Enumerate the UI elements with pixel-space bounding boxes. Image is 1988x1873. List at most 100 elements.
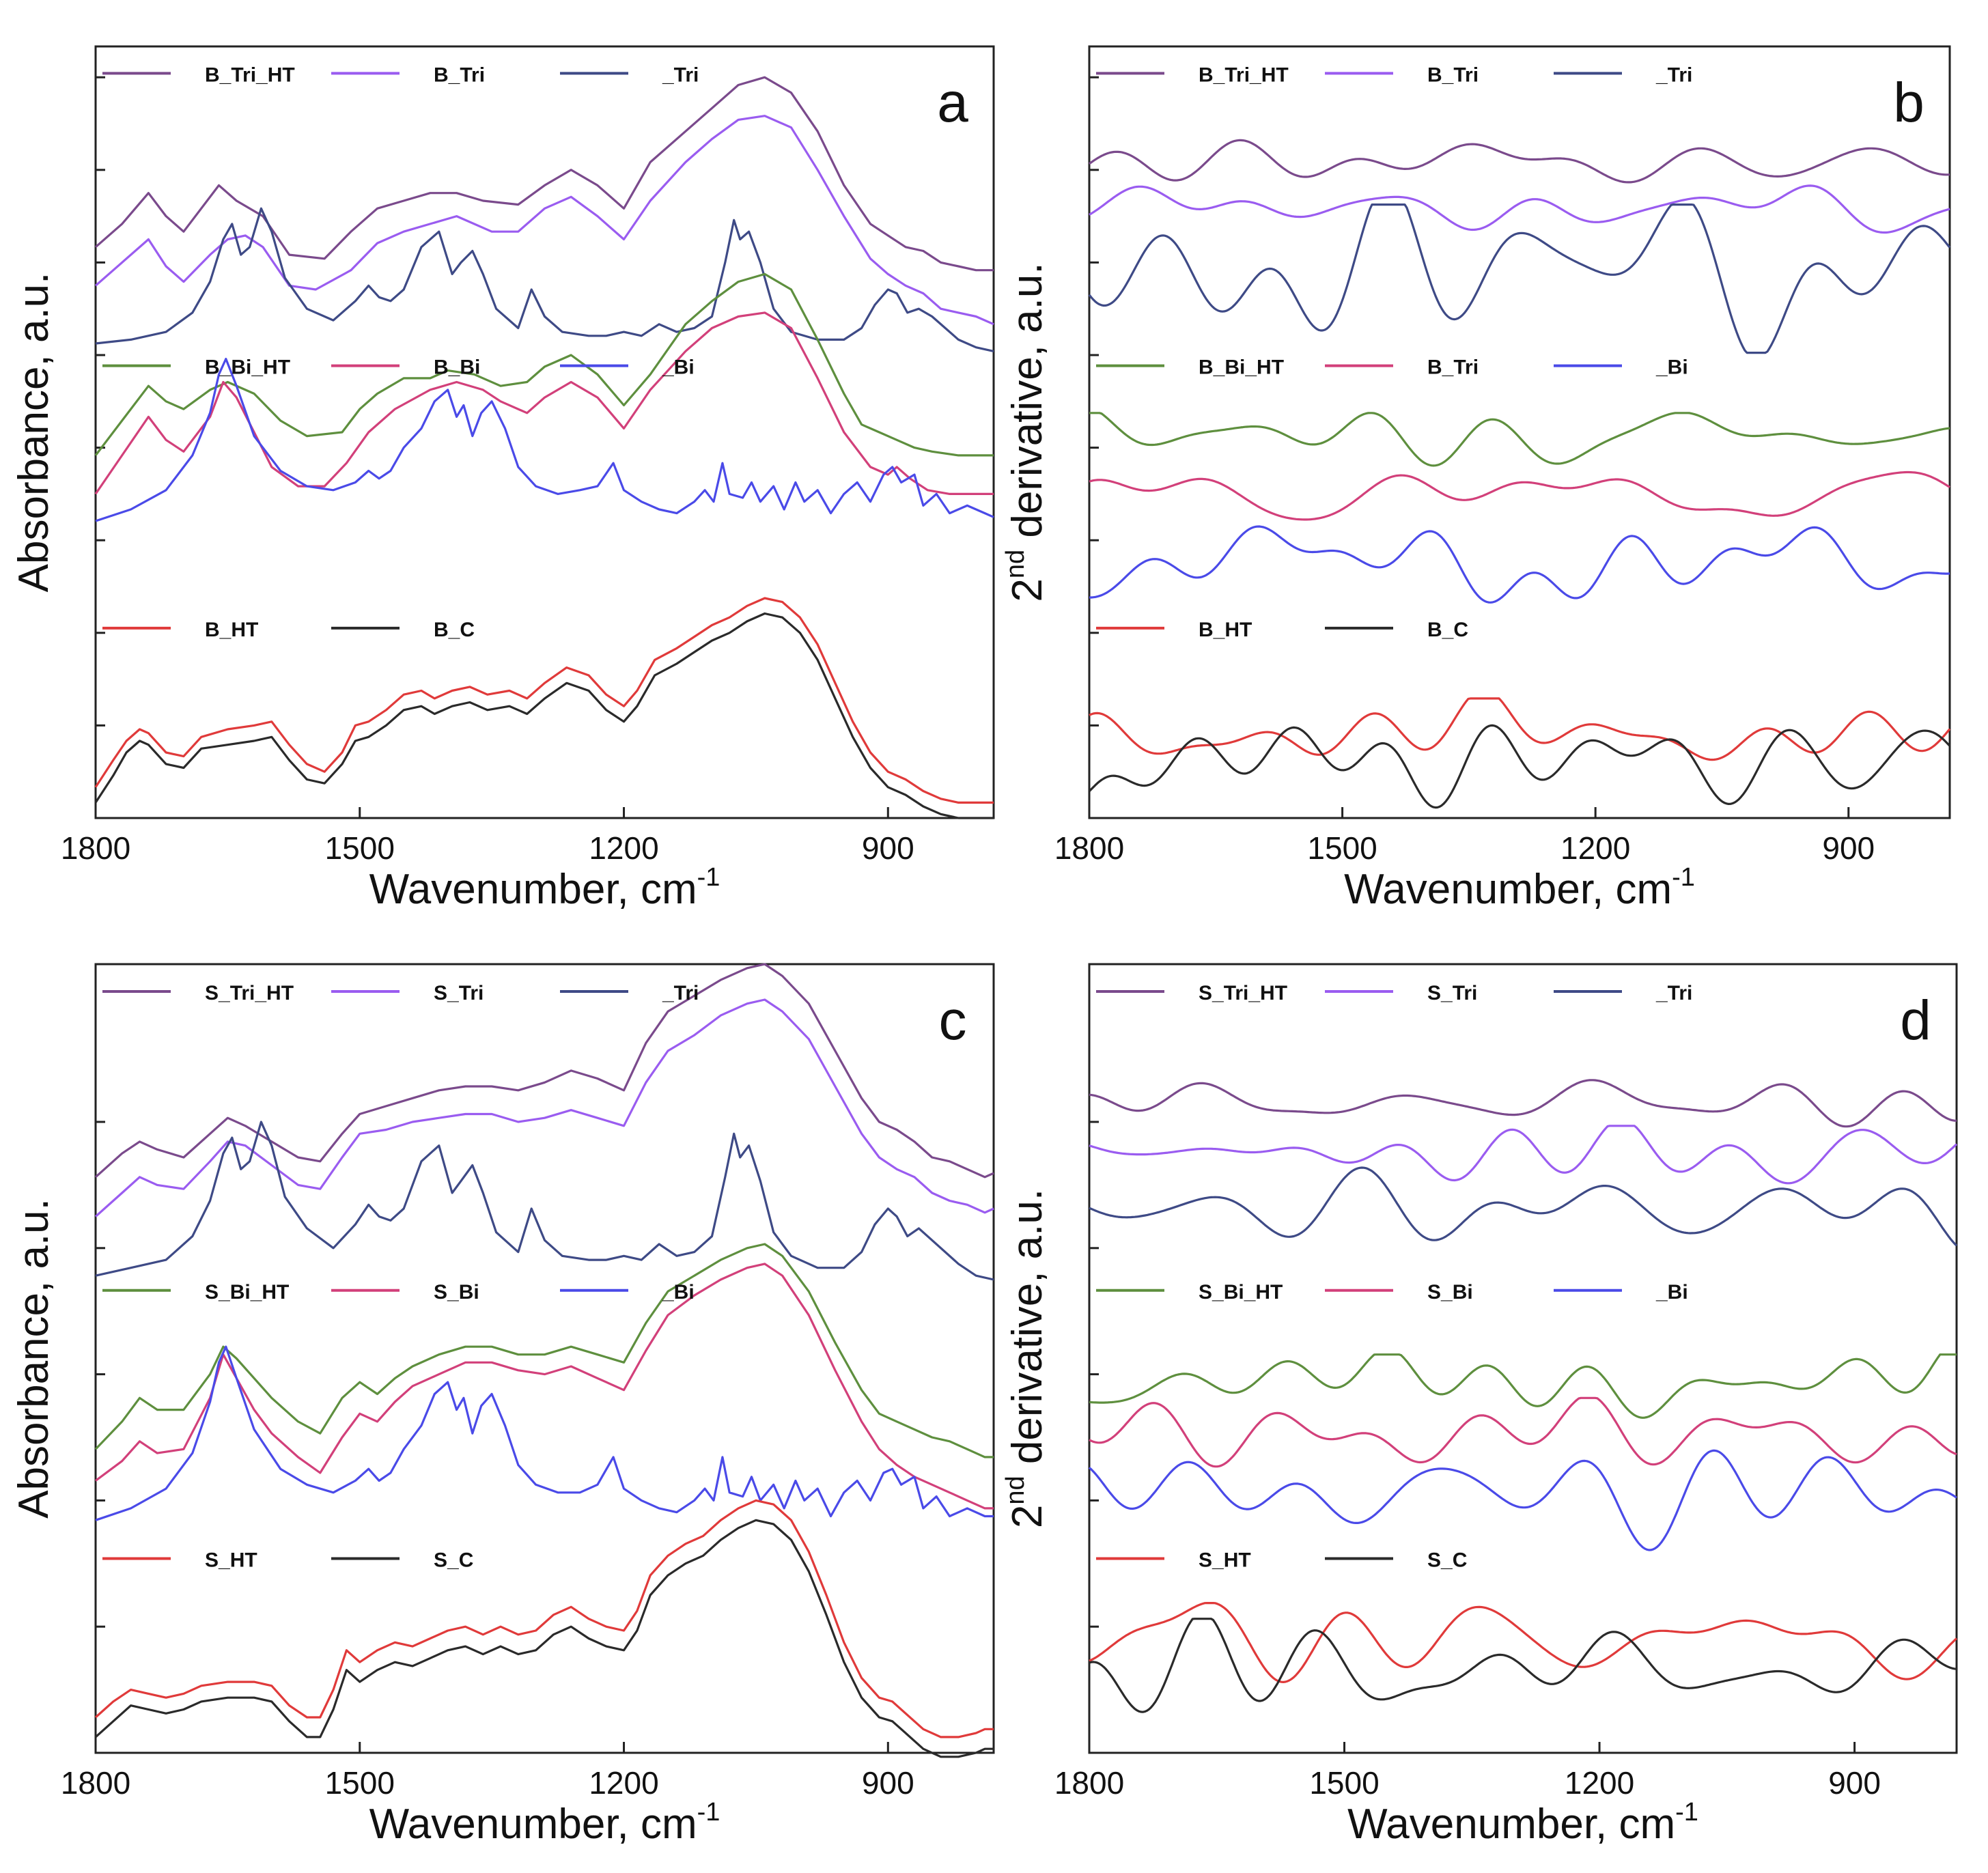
legend-label-a-2-0: B_HT: [205, 619, 258, 641]
series-line-d-S_Tri: [1089, 1125, 1958, 1185]
legend-label-c-0-2: _Tri: [662, 982, 699, 1004]
legend-label-b-2-1: B_C: [1427, 619, 1468, 641]
x-tick-label-c-2: 1200: [589, 1765, 658, 1801]
legend-label-c-0-0: S_Tri_HT: [205, 982, 294, 1004]
legend-label-a-0-0: B_Tri_HT: [205, 64, 295, 86]
series-line-d-S_Tri_HT: [1089, 1079, 1957, 1128]
legend-label-b-1-2: _Bi: [1655, 356, 1688, 379]
legend-label-a-1-1: B_Bi: [434, 356, 480, 379]
x-tick-label-b-3: 900: [1822, 830, 1875, 866]
series-line-b-pure-Bi: [1089, 525, 1950, 604]
x-tick-label-b-1: 1500: [1307, 830, 1377, 866]
series-line-a-B_Bi_HT: [94, 272, 994, 457]
legend-label-c-2-1: S_C: [434, 1549, 473, 1571]
legend-label-d-1-2: _Bi: [1655, 1281, 1688, 1304]
series-line-b-B_HT: [1089, 697, 1951, 761]
panel-letter-c: c: [939, 989, 967, 1052]
legend-label-d-2-0: S_HT: [1199, 1549, 1251, 1571]
x-axis-label-d: Wavenumber, cm-1: [1347, 1798, 1698, 1848]
y-axis-label-d: 2nd derivative, a.u.: [1001, 1189, 1051, 1528]
series-line-c-S_Bi_HT: [94, 1243, 994, 1459]
x-axis-label-sup-d: -1: [1675, 1798, 1698, 1827]
y-axis-label-text-c: Absorbance, a.u.: [10, 1198, 57, 1519]
legend-label-c-2-0: S_HT: [205, 1549, 257, 1571]
legend-label-b-1-1: B_Tri: [1427, 356, 1479, 379]
y-axis-label-prefix-d: 2: [1004, 1505, 1051, 1528]
x-tick-label-d-2: 1200: [1565, 1765, 1634, 1801]
legend-label-c-1-2: _Bi: [662, 1281, 695, 1304]
series-line-c-S_C: [94, 1519, 994, 1758]
series-line-c-pure-Bi: [95, 1345, 994, 1521]
legend-label-b-1-0: B_Bi_HT: [1199, 356, 1284, 379]
legend-label-c-1-0: S_Bi_HT: [205, 1281, 289, 1304]
legend-label-b-2-0: B_HT: [1199, 619, 1252, 641]
y-axis-label-a: Absorbance, a.u.: [10, 272, 57, 593]
legend-label-b-0-2: _Tri: [1655, 64, 1692, 86]
x-tick-label-d-0: 1800: [1054, 1765, 1124, 1801]
series-line-b-B_Tri: [1089, 470, 1950, 521]
series-line-b-B_Tri_HT: [1089, 139, 1950, 184]
x-tick-label-c-1: 1500: [325, 1765, 395, 1801]
legend-label-d-1-0: S_Bi_HT: [1199, 1281, 1283, 1304]
x-axis-label-sup-b: -1: [1672, 863, 1695, 892]
plot-frame-c: [94, 963, 995, 1754]
legend-label-a-0-2: _Tri: [662, 64, 699, 86]
legend-label-a-0-1: B_Tri: [434, 64, 485, 86]
series-line-a-B_Tri_HT: [94, 76, 994, 272]
panel-d: 1800 1500 1200 900 Wavenumber, cm-1 2nd deriv…: [1001, 963, 1958, 1848]
series-line-a-pure-Tri: [95, 207, 994, 352]
legend-label-d-0-2: _Tri: [1655, 982, 1692, 1004]
y-axis-label-b: 2nd derivative, a.u.: [1001, 262, 1051, 602]
series-line-a-B_Bi: [94, 311, 994, 495]
x-tick-label-c-0: 1800: [61, 1765, 130, 1801]
x-tick-label-a-2: 1200: [589, 830, 658, 866]
panel-letter-b: b: [1893, 72, 1924, 134]
series-line-b-B_C: [1088, 724, 1951, 809]
legend-label-a-1-2: _Bi: [662, 356, 695, 379]
y-axis-label-prefix-b: 2: [1004, 578, 1051, 602]
x-tick-label-a-3: 900: [862, 830, 914, 866]
series-line-d-pure-Tri: [1089, 1166, 1958, 1247]
x-axis-label-a: Wavenumber, cm-1: [369, 863, 720, 913]
plot-frame-a: [94, 45, 995, 819]
series-line-a-B_Tri: [94, 115, 994, 326]
series-line-b-B_Bi_HT: [1089, 412, 1950, 467]
legend-label-d-1-1: S_Bi: [1427, 1281, 1473, 1304]
plot-frame-d: [1088, 963, 1958, 1754]
panel-a: 1800 1500 1200 900 Wavenumber, cm-1 Absorbanc…: [10, 45, 995, 913]
y-axis-label-sup-d: nd: [1001, 1476, 1030, 1504]
y-axis-label-text-a: Absorbance, a.u.: [10, 272, 57, 593]
series-line-c-S_Tri_HT: [94, 963, 994, 1179]
series-line-c-S_Tri: [94, 998, 994, 1217]
panel-letter-d: d: [1900, 989, 1931, 1052]
series-line-a-B_HT: [94, 597, 994, 804]
legend-label-c-0-1: S_Tri: [434, 982, 484, 1004]
series-line-b-pure-Tri: [1088, 203, 1951, 354]
series-line-c-pure-Tri: [95, 1121, 994, 1281]
series-line-d-pure-Bi: [1088, 1449, 1957, 1551]
legend-label-a-2-1: B_C: [434, 619, 475, 641]
legend-label-d-0-1: S_Tri: [1427, 982, 1477, 1004]
series-line-d-S_Bi_HT: [1089, 1353, 1957, 1419]
legend-label-b-0-0: B_Tri_HT: [1199, 64, 1289, 86]
x-axis-label-sup-a: -1: [697, 863, 720, 892]
x-tick-label-d-3: 900: [1828, 1765, 1881, 1801]
panel-c: 1800 1500 1200 900 Wavenumber, cm-1 Absorbanc…: [10, 963, 995, 1848]
x-tick-label-c-3: 900: [862, 1765, 914, 1801]
legend-label-a-1-0: B_Bi_HT: [205, 356, 290, 379]
x-tick-label-d-1: 1500: [1309, 1765, 1379, 1801]
series-line-a-pure-Bi: [95, 358, 994, 522]
x-tick-label-b-0: 1800: [1054, 830, 1124, 866]
x-axis-label-c: Wavenumber, cm-1: [369, 1798, 720, 1848]
y-axis-label-text-b: derivative, a.u.: [1004, 262, 1051, 549]
legend-label-c-1-1: S_Bi: [434, 1281, 479, 1304]
panel-letter-a: a: [937, 72, 968, 134]
series-line-c-S_HT: [94, 1499, 994, 1738]
x-tick-label-b-2: 1200: [1560, 830, 1630, 866]
x-tick-label-a-1: 1500: [325, 830, 395, 866]
series-line-d-S_HT: [1089, 1602, 1958, 1683]
y-axis-label-text-d: derivative, a.u.: [1004, 1189, 1051, 1476]
legend-label-d-2-1: S_C: [1427, 1549, 1467, 1571]
y-axis-label-sup-b: nd: [1001, 550, 1030, 578]
